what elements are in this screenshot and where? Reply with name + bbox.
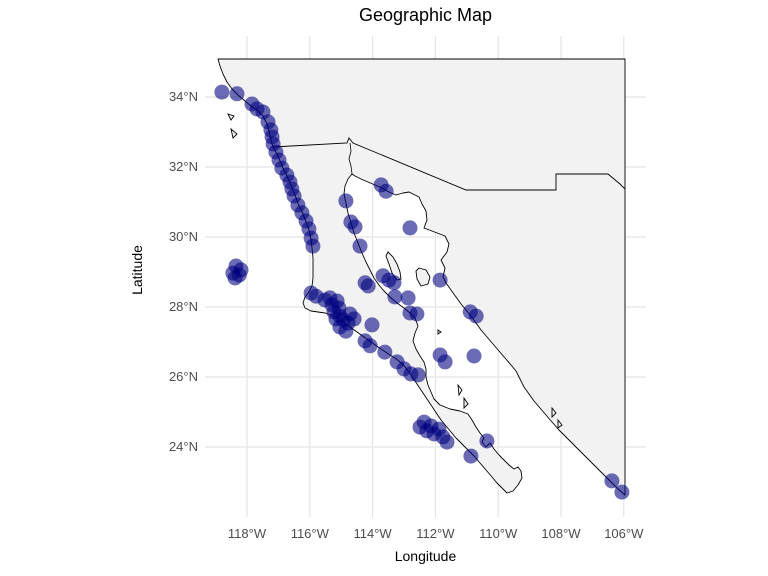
data-point — [362, 338, 378, 354]
chart-title: Geographic Map — [358, 5, 493, 25]
island-polygon — [227, 113, 235, 121]
x-tick-label: 110°W — [479, 526, 518, 541]
x-tick-label: 106°W — [604, 526, 644, 541]
x-tick-label: 112°W — [416, 526, 455, 541]
data-point — [463, 448, 479, 464]
data-point — [402, 220, 418, 236]
data-point — [377, 344, 393, 360]
data-point — [437, 354, 453, 370]
data-point — [214, 84, 230, 100]
island-polygon — [457, 383, 463, 397]
data-point — [227, 270, 243, 286]
data-point — [604, 473, 620, 489]
data-point — [347, 219, 363, 235]
data-point — [409, 306, 425, 322]
y-tick-label: 28°N — [168, 299, 198, 314]
x-axis-title: Longitude — [394, 548, 457, 564]
island-polygon — [230, 127, 238, 139]
data-point — [352, 238, 368, 254]
island-polygon — [551, 406, 557, 419]
y-tick-label: 26°N — [168, 369, 198, 384]
data-point — [305, 238, 321, 254]
data-point — [412, 419, 428, 435]
island-polygon — [437, 329, 442, 335]
x-tick-label: 116°W — [290, 526, 329, 541]
y-tick-label: 30°N — [168, 229, 198, 244]
data-point — [357, 275, 373, 291]
y-tick-label: 24°N — [168, 439, 198, 454]
data-point — [432, 272, 448, 288]
x-tick-label: 118°W — [227, 526, 267, 541]
data-point — [410, 367, 426, 383]
data-point — [364, 317, 380, 333]
river-line — [348, 142, 353, 175]
data-point — [378, 183, 394, 199]
x-tick-label: 114°W — [353, 526, 392, 541]
data-point — [387, 289, 403, 305]
data-point — [466, 348, 482, 364]
data-point — [400, 290, 416, 306]
data-point — [468, 308, 484, 324]
data-point — [338, 193, 354, 209]
island-polygon — [415, 267, 431, 287]
island-polygon — [463, 396, 469, 410]
data-point — [229, 86, 245, 102]
y-tick-label: 32°N — [168, 159, 198, 174]
y-tick-label: 34°N — [168, 89, 198, 104]
x-tick-label: 108°W — [541, 526, 581, 541]
y-axis-title: Latitude — [129, 245, 145, 295]
island-polygon — [557, 418, 563, 429]
data-point — [614, 484, 630, 500]
data-point — [439, 434, 455, 450]
data-point — [338, 323, 354, 339]
country-border-line — [272, 137, 626, 191]
data-point — [386, 275, 402, 291]
land-polygon — [217, 58, 626, 496]
data-point — [479, 433, 495, 449]
